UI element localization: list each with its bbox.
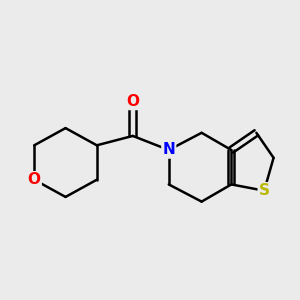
- Text: N: N: [162, 142, 175, 158]
- Text: S: S: [259, 183, 270, 198]
- Text: O: O: [126, 94, 139, 109]
- Text: O: O: [28, 172, 41, 187]
